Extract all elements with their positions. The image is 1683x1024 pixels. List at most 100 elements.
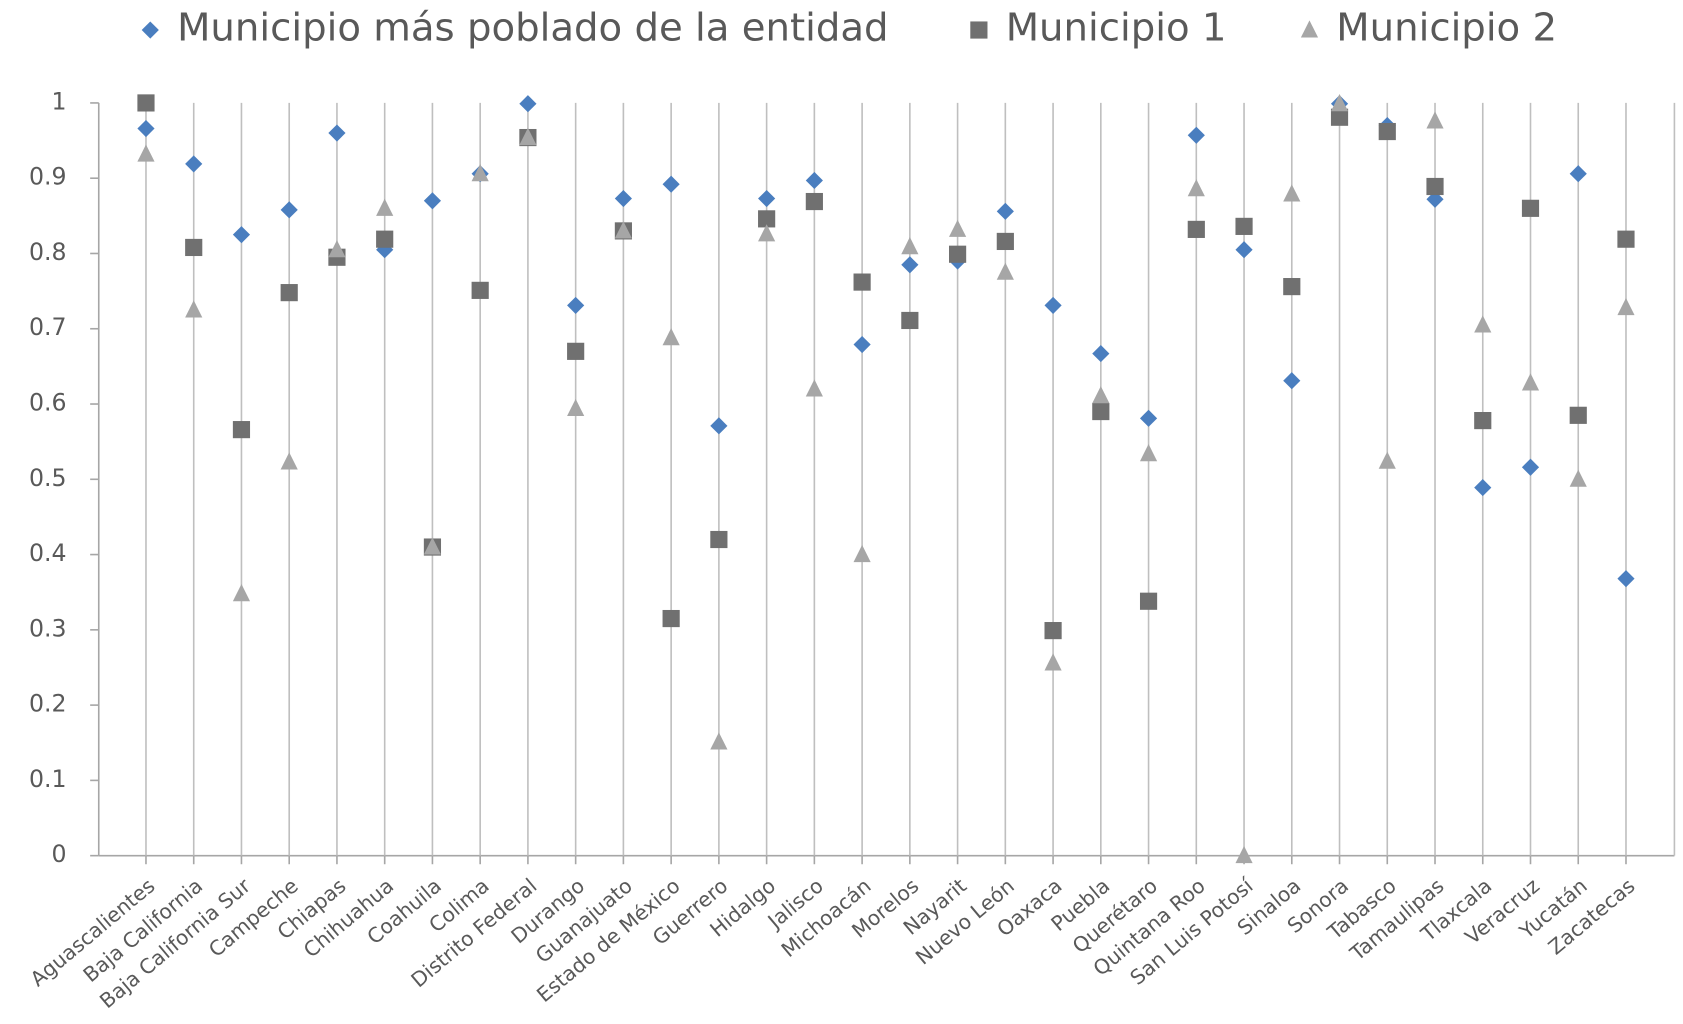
triangle-marker: [1300, 20, 1319, 38]
diamond-marker: [1235, 241, 1253, 259]
square-marker: [137, 94, 155, 112]
triangle-marker: [996, 262, 1014, 280]
square-marker: [376, 230, 394, 248]
diamond-marker: [1092, 345, 1110, 363]
diamond-marker: [1617, 570, 1635, 588]
triangle-marker: [471, 164, 489, 182]
y-tick-label: 0.3: [29, 614, 67, 642]
triangle-marker: [280, 452, 298, 470]
square-marker: [1044, 622, 1062, 640]
square-marker: [901, 311, 919, 330]
square-marker: [949, 245, 967, 263]
y-tick-label: 0.6: [29, 389, 67, 417]
square-marker: [758, 210, 776, 228]
triangle-marker: [137, 144, 155, 162]
triangle-marker: [1521, 373, 1540, 391]
square-marker: [1283, 278, 1301, 296]
triangle-marker: [1139, 444, 1158, 462]
triangle-marker: [1330, 94, 1349, 112]
diamond-marker: [1474, 478, 1492, 497]
diamond-marker: [1044, 296, 1062, 314]
square-marker: [471, 281, 489, 299]
square-marker: [805, 192, 823, 211]
square-marker: [1187, 220, 1205, 238]
triangle-marker: [376, 198, 394, 216]
triangle-marker: [1426, 111, 1444, 129]
diamond-marker: [185, 155, 203, 173]
square-marker: [853, 273, 871, 291]
triangle-marker: [1092, 386, 1110, 404]
triangle-marker: [901, 237, 919, 255]
y-tick-label: 0.7: [29, 313, 67, 341]
diamond-marker: [280, 201, 298, 219]
triangle-marker: [567, 398, 585, 417]
y-tick-label: 0.2: [29, 690, 67, 718]
square-marker: [1569, 406, 1587, 424]
diamond-marker: [805, 171, 823, 190]
diamond-marker: [519, 95, 537, 113]
diamond-marker: [137, 119, 155, 138]
y-tick-label: 0.5: [29, 464, 67, 492]
triangle-marker: [1569, 469, 1587, 487]
square-marker: [1092, 402, 1110, 421]
triangle-marker: [519, 127, 537, 146]
diamond-marker: [1569, 165, 1587, 183]
y-tick-label: 0.8: [29, 238, 67, 266]
triangle-marker: [1044, 653, 1062, 671]
triangle-marker: [1378, 451, 1396, 469]
diamond-marker: [901, 256, 919, 274]
square-marker: [1474, 412, 1492, 430]
diamond-marker: [996, 202, 1014, 220]
legend-label: Municipio más poblado de la entidad: [177, 6, 888, 51]
y-tick-label: 0.4: [29, 539, 67, 567]
triangle-marker: [853, 544, 871, 563]
square-marker: [1617, 230, 1635, 248]
diamond-marker: [853, 335, 871, 354]
triangle-marker: [1187, 179, 1205, 197]
triangle-marker: [662, 328, 680, 346]
triangle-marker: [949, 219, 967, 237]
y-tick-label: 1: [52, 87, 67, 115]
legend-label: Municipio 2: [1336, 6, 1557, 51]
square-marker: [567, 342, 585, 360]
triangle-marker: [423, 537, 442, 555]
square-marker: [662, 609, 680, 628]
square-marker: [1235, 217, 1253, 235]
square-marker: [232, 421, 251, 439]
diamond-marker: [614, 189, 632, 208]
square-marker: [1521, 199, 1540, 217]
square-marker: [1139, 592, 1158, 610]
triangle-marker: [232, 584, 251, 602]
triangle-marker: [805, 379, 823, 397]
diamond-marker: [232, 226, 251, 244]
triangle-marker: [328, 240, 346, 258]
square-marker: [1330, 108, 1349, 126]
triangle-marker: [185, 300, 203, 318]
diamond-marker: [710, 417, 728, 435]
triangle-marker: [710, 732, 728, 750]
diamond-marker: [567, 296, 585, 314]
square-marker: [280, 284, 298, 302]
triangle-marker: [614, 221, 632, 239]
triangle-marker: [1474, 315, 1492, 333]
y-tick-label: 0.1: [29, 765, 67, 793]
diamond-marker: [328, 124, 346, 142]
square-marker: [996, 232, 1014, 251]
diamond-marker: [1283, 372, 1301, 390]
legend-label: Municipio 1: [1006, 6, 1227, 51]
triangle-marker: [758, 224, 776, 242]
y-tick-label: 0.9: [29, 163, 67, 191]
diamond-marker: [1139, 409, 1158, 427]
diamond-marker: [423, 192, 442, 210]
square-marker: [1426, 177, 1444, 196]
diamond-marker: [1521, 458, 1540, 476]
triangle-marker: [1283, 184, 1301, 202]
square-marker: [185, 238, 203, 257]
y-tick-label: 0: [52, 840, 67, 868]
diamond-marker: [758, 189, 776, 208]
square-marker: [710, 530, 728, 549]
diamond-marker: [662, 175, 680, 193]
square-marker: [1378, 122, 1396, 141]
triangle-marker: [1617, 298, 1635, 316]
